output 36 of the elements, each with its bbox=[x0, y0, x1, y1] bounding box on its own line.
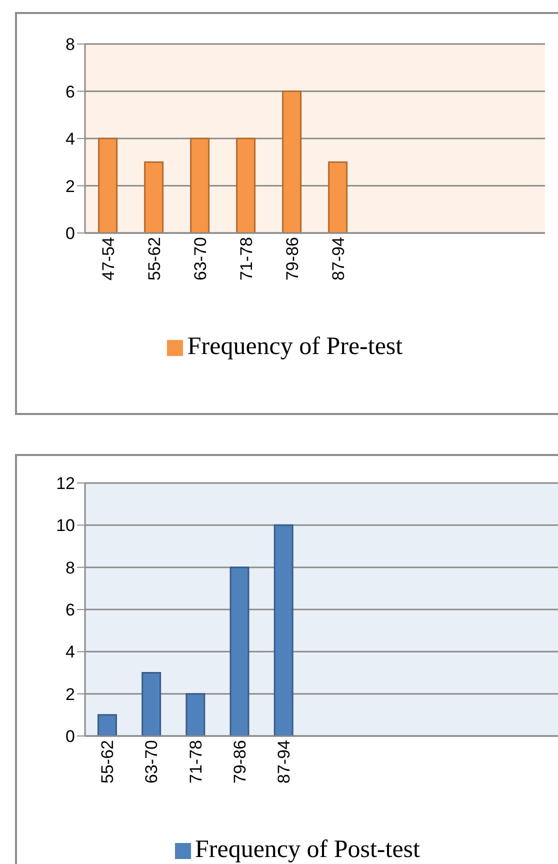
bar bbox=[236, 138, 256, 233]
bar bbox=[230, 566, 250, 736]
legend-label: Frequency of Post-test bbox=[195, 836, 420, 863]
y-tick-label: 0 bbox=[66, 727, 75, 746]
x-tick-label: 47-54 bbox=[99, 237, 118, 280]
y-tick-label: 6 bbox=[66, 600, 75, 620]
bar bbox=[190, 138, 210, 233]
y-tick-label: 6 bbox=[66, 82, 75, 102]
bar bbox=[274, 524, 294, 736]
y-tick-label: 10 bbox=[56, 516, 75, 536]
x-tick-label: 71-78 bbox=[186, 740, 206, 784]
y-tick-label: 2 bbox=[66, 176, 75, 196]
bar bbox=[142, 672, 162, 736]
x-tick-label: 71-78 bbox=[237, 237, 256, 280]
y-tick-label: 4 bbox=[66, 642, 75, 662]
x-tick-label: 79-86 bbox=[230, 740, 250, 784]
bar bbox=[98, 138, 118, 233]
bar bbox=[97, 714, 117, 736]
y-tick-label: 2 bbox=[66, 684, 75, 704]
legend-label: Frequency of Pre-test bbox=[187, 333, 403, 360]
bar bbox=[186, 693, 206, 736]
bar bbox=[144, 161, 164, 233]
bar bbox=[328, 161, 348, 233]
x-tick-label: 55-62 bbox=[145, 237, 164, 280]
x-tick-label: 55-62 bbox=[98, 740, 118, 784]
x-tick-label: 63-70 bbox=[191, 237, 210, 280]
y-tick-label: 0 bbox=[66, 224, 75, 244]
x-tick-label: 87-94 bbox=[329, 237, 348, 280]
y-tick-label: 8 bbox=[66, 558, 75, 578]
y-tick-label: 4 bbox=[66, 130, 75, 149]
bar bbox=[282, 90, 302, 233]
y-tick-label: 8 bbox=[66, 35, 75, 54]
x-tick-label: 63-70 bbox=[142, 740, 162, 784]
x-tick-label: 79-86 bbox=[283, 237, 302, 280]
y-tick-label: 12 bbox=[56, 474, 75, 494]
x-tick-label: 87-94 bbox=[274, 740, 294, 784]
